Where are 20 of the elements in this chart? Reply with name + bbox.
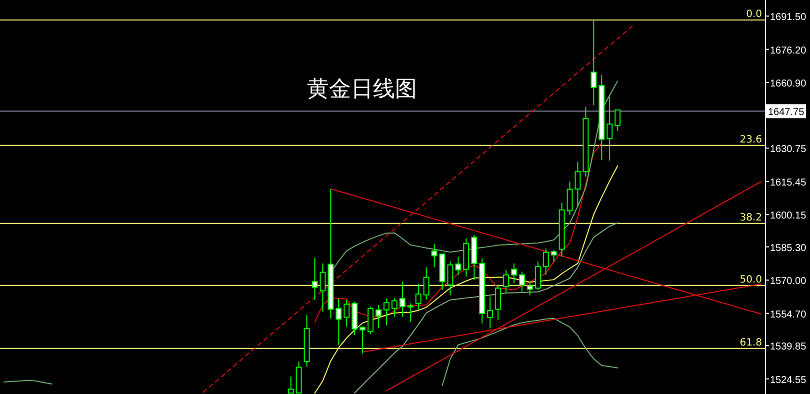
- line-series: [314, 166, 618, 394]
- y-tick-label: 1630.75: [770, 144, 807, 156]
- line-series: [354, 222, 618, 394]
- annotation: 23.6: [740, 134, 762, 146]
- y-tick-label: 1554.70: [770, 309, 807, 320]
- annotation: 50.0: [740, 274, 762, 286]
- y-tick-label: 1570.00: [770, 276, 807, 288]
- y-tick-label: 1647.75: [768, 107, 805, 118]
- y-tick-label: 1691.50: [770, 12, 807, 24]
- y-tick-label: 1585.30: [770, 242, 807, 254]
- y-tick-label: 1600.15: [770, 210, 807, 222]
- annotation: 61.8: [740, 337, 762, 348]
- y-tick-label: 1660.90: [770, 78, 807, 90]
- y-tick-label: 1539.85: [770, 342, 807, 353]
- y-tick-label: 1615.45: [770, 177, 807, 188]
- y-tick-label: 1524.55: [770, 374, 807, 386]
- title: 黄金日线图: [307, 77, 417, 102]
- annotation: 0.0: [746, 8, 762, 20]
- y-tick-label: 1676.20: [770, 45, 807, 56]
- annotation: 38.2: [740, 212, 762, 224]
